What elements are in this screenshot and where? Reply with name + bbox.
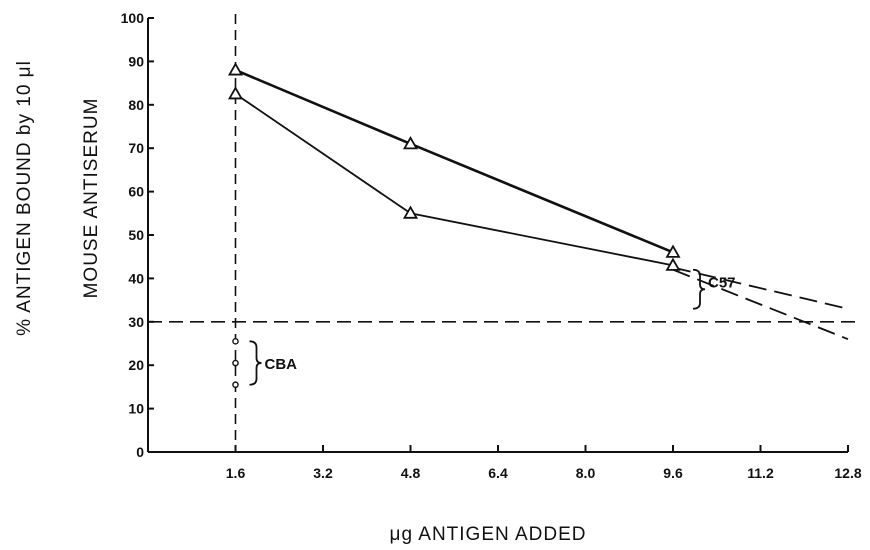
series-line	[234, 93, 674, 267]
y-tick-label: 50	[128, 227, 144, 243]
y-tick-label: 30	[128, 314, 144, 330]
circle-marker	[232, 359, 239, 367]
extrapolation-line	[672, 266, 849, 310]
x-tick-label: 6.4	[488, 465, 508, 481]
y-tick-label: 70	[128, 140, 144, 156]
x-tick-label: 3.2	[313, 465, 333, 481]
series-lines	[234, 68, 674, 267]
y-tick-label: 40	[128, 270, 144, 286]
tick-labels: 0 10 20 30 40 50 60 70 80 90 100 1.6 3.2 4.8 6.4 8.0 9.6…	[121, 10, 862, 481]
chart-axes	[147, 17, 849, 453]
c57-label: C57	[708, 274, 736, 291]
cba-label: CBA	[265, 356, 298, 373]
triangle-marker	[227, 62, 244, 76]
y-tick-label: 90	[128, 53, 144, 69]
reference-lines	[148, 14, 860, 452]
x-tick-label: 11.2	[747, 465, 774, 481]
x-tick-label: 1.6	[226, 465, 246, 481]
c57-brace	[692, 268, 706, 310]
cba-brace	[249, 340, 262, 386]
y-axis-title-line2: MOUSE ANTISERUM	[81, 98, 102, 299]
x-tick-label: 9.6	[663, 465, 683, 481]
x-tick-label: 8.0	[576, 465, 596, 481]
y-tick-label: 80	[128, 97, 144, 113]
triangle-marker	[402, 205, 419, 219]
y-tick-label: 20	[128, 357, 144, 373]
x-tick-label: 4.8	[401, 465, 421, 481]
y-axis-title: % ANTIGEN BOUND by 10 μl	[14, 60, 35, 336]
triangle-marker	[665, 244, 681, 258]
extrapolation-line	[672, 268, 849, 340]
x-tick-label: 12.8	[834, 465, 861, 481]
y-tick-label: 10	[128, 401, 144, 417]
y-tick-label: 0	[136, 444, 144, 460]
group-annotations: CBA C57	[249, 268, 736, 386]
triangle-marker	[665, 257, 681, 271]
series-line	[234, 68, 674, 254]
triangle-marker	[227, 86, 244, 100]
y-tick-label: 100	[121, 10, 145, 26]
circle-marker	[232, 381, 239, 389]
circle-marker	[232, 338, 239, 345]
triangle-marker	[402, 136, 419, 150]
data-markers	[227, 62, 681, 389]
y-tick-label: 60	[128, 184, 144, 200]
extrapolation-lines	[672, 266, 849, 340]
x-axis-title: μg ANTIGEN ADDED	[390, 524, 587, 545]
